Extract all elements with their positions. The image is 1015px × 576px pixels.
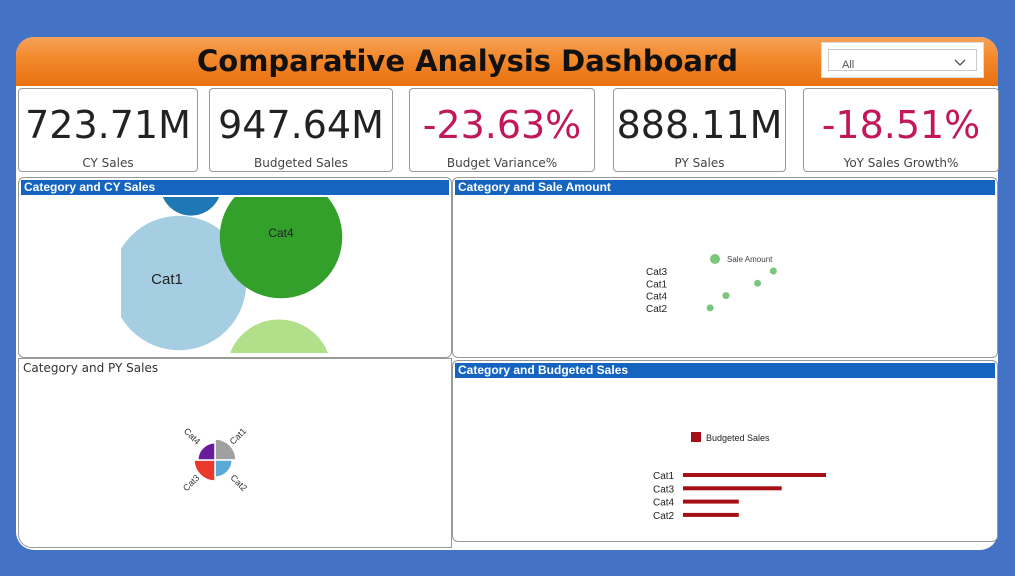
- legend-label: Budgeted Sales: [706, 433, 770, 443]
- budgeted-sales-bar-chart: Budgeted Sales Cat1 Cat3 Cat4 Cat2: [653, 432, 826, 522]
- data-point-cat3: [769, 267, 777, 275]
- kpi-yoy-growth: -18.51% YoY Sales Growth%: [803, 88, 999, 172]
- axis-label-cat4: Cat4: [653, 498, 675, 509]
- slicer-dropdown[interactable]: All: [828, 49, 977, 71]
- py-sales-pie-chart: Cat1 Cat2 Cat3 Cat4: [181, 426, 250, 494]
- bubble-label: Cat4: [268, 226, 294, 240]
- pie-slice-cat4: [197, 442, 216, 461]
- kpi-value: -23.63%: [422, 103, 582, 147]
- card-title: Category and CY Sales: [21, 180, 449, 195]
- bubble-cat3: [230, 319, 328, 353]
- bar-cat1: [683, 473, 826, 477]
- axis-label-cat2: Cat2: [646, 304, 668, 315]
- legend-dot: [710, 254, 720, 264]
- kpi-label: PY Sales: [674, 156, 725, 170]
- axis-label-cat3: Cat3: [653, 484, 675, 495]
- slicer-value: All: [842, 59, 855, 71]
- kpi-budgeted-sales: 947.64M Budgeted Sales: [209, 88, 393, 172]
- kpi-py-sales: 888.11M PY Sales: [613, 88, 786, 172]
- axis-label-cat1: Cat1: [653, 471, 675, 482]
- card-cy-sales: Category and CY Sales Cat1 Cat4: [18, 177, 452, 358]
- axis-label-cat1: Cat1: [646, 279, 668, 290]
- card-title: Category and Sale Amount: [455, 180, 995, 195]
- pie-label-cat1: Cat1: [228, 426, 249, 447]
- card-title: Category and PY Sales: [23, 361, 159, 375]
- category-slicer[interactable]: All: [821, 42, 984, 78]
- pie-label-cat3: Cat3: [181, 473, 202, 494]
- axis-label-cat2: Cat2: [653, 511, 675, 522]
- kpi-value: 947.64M: [218, 103, 384, 147]
- kpi-label: Budget Variance%: [446, 156, 558, 170]
- kpi-value: 888.11M: [616, 103, 783, 147]
- bubble-cat1: [121, 215, 247, 351]
- page-title: Comparative Analysis Dashboard: [196, 44, 739, 78]
- pie-slice-cat2: [214, 459, 233, 478]
- legend-swatch: [691, 432, 701, 442]
- kpi-label: CY Sales: [82, 156, 134, 170]
- pie-slice-cat3: [193, 459, 216, 482]
- pie-label-cat2: Cat2: [229, 473, 250, 494]
- card-py-sales: Category and PY Sales Cat1 Cat2 Cat3 Cat4: [18, 358, 452, 548]
- legend-label: Sale Amount: [727, 255, 773, 264]
- card-sale-amount: Category and Sale Amount Sale Amount Cat3…: [452, 177, 998, 358]
- kpi-label: YoY Sales Growth%: [843, 156, 959, 170]
- bar-cat3: [683, 486, 782, 491]
- card-title: Category and Budgeted Sales: [455, 363, 995, 378]
- data-point-cat1: [754, 279, 762, 287]
- kpi-budget-variance: -23.63% Budget Variance%: [409, 88, 595, 172]
- data-point-cat2: [706, 304, 714, 312]
- axis-label-cat3: Cat3: [646, 267, 668, 278]
- data-point-cat4: [722, 292, 730, 300]
- bar-cat4: [683, 499, 739, 504]
- bar-cat2: [683, 512, 739, 517]
- kpi-label: Budgeted Sales: [254, 156, 348, 170]
- kpi-value: 723.71M: [25, 103, 191, 147]
- bubble-cat4: [219, 197, 343, 299]
- kpi-value: -18.51%: [821, 103, 981, 147]
- card-budgeted-sales: Category and Budgeted Sales Budgeted Sal…: [452, 360, 998, 542]
- cy-sales-bubble-chart: Cat1 Cat4: [121, 197, 343, 353]
- pie-slice-cat1: [214, 438, 237, 461]
- axis-label-cat4: Cat4: [646, 292, 668, 303]
- chevron-down-icon[interactable]: [953, 56, 967, 70]
- bubble-cat2: [162, 197, 220, 216]
- pie-label-cat4: Cat4: [182, 426, 203, 447]
- bubble-label: Cat1: [151, 271, 183, 288]
- kpi-cy-sales: 723.71M CY Sales: [18, 88, 198, 172]
